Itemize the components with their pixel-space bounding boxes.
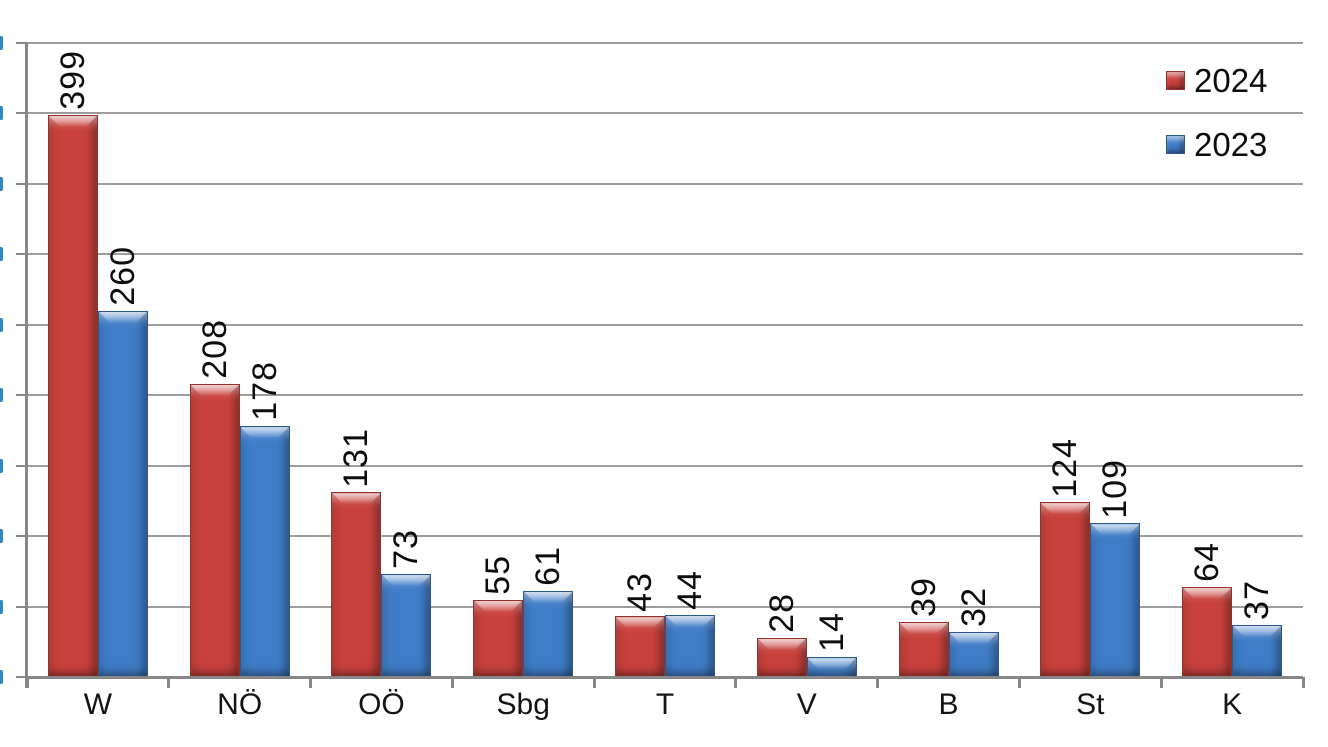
x-axis-label-St: St xyxy=(1076,688,1105,721)
x-axis xyxy=(25,676,1303,679)
x-tick-6 xyxy=(876,677,880,688)
bar-2023-K xyxy=(1232,624,1283,677)
bar-2024-B xyxy=(898,622,949,677)
y-tick-350 xyxy=(16,182,27,185)
value-label-2023-St: 109 xyxy=(1096,458,1135,519)
value-label-2024-K: 64 xyxy=(1188,542,1227,582)
y-axis-label-fragment-0 xyxy=(0,670,3,684)
y-tick-50 xyxy=(16,605,27,608)
x-tick-5 xyxy=(734,677,738,688)
y-tick-150 xyxy=(16,464,27,467)
bar-2023-V xyxy=(806,657,857,677)
x-axis-label-W: W xyxy=(83,688,113,721)
bar-2023-B xyxy=(948,631,999,677)
value-label-2023-Sbg: 61 xyxy=(529,546,568,587)
y-axis-label-fragment-400 xyxy=(0,106,3,121)
gridline-250 xyxy=(27,323,1303,326)
bar-2024-K xyxy=(1182,586,1233,677)
y-axis-label-fragment-200 xyxy=(0,388,3,403)
gridline-450 xyxy=(27,42,1303,44)
y-tick-450 xyxy=(16,42,27,44)
x-tick-2 xyxy=(309,677,313,688)
bar-2024-St xyxy=(1040,502,1091,677)
gridline-100 xyxy=(27,535,1303,538)
legend-swatch-2023 xyxy=(1166,135,1185,154)
value-label-2024-B: 39 xyxy=(904,577,943,618)
gridline-400 xyxy=(27,112,1303,115)
bar-2024-T xyxy=(615,616,665,677)
y-axis-label-fragment-250 xyxy=(0,317,3,332)
y-axis xyxy=(25,43,28,688)
gridline-350 xyxy=(27,182,1303,185)
value-label-2023-W: 260 xyxy=(103,245,142,306)
gridline-50 xyxy=(27,605,1303,608)
bar-2023-St xyxy=(1090,523,1141,677)
y-axis-label-fragment-150 xyxy=(0,458,3,473)
bar-2024-Sbg xyxy=(473,599,524,677)
value-label-2024-NÖ: 208 xyxy=(195,319,234,379)
bar-2023-NÖ xyxy=(239,426,290,677)
value-label-2023-V: 14 xyxy=(812,612,851,653)
bar-2024-W xyxy=(47,114,98,677)
y-axis-label-fragment-50 xyxy=(0,599,3,614)
bar-2023-OÖ xyxy=(381,574,432,677)
value-label-2024-W: 399 xyxy=(53,50,92,110)
value-label-2023-B: 32 xyxy=(954,587,993,627)
x-axis-label-OÖ: OÖ xyxy=(358,688,405,721)
x-axis-label-V: V xyxy=(796,688,817,721)
value-label-2023-OÖ: 73 xyxy=(387,529,426,570)
gridline-300 xyxy=(27,253,1303,256)
y-axis-label-fragment-300 xyxy=(0,247,3,262)
x-axis-label-NÖ: NÖ xyxy=(217,688,263,721)
y-axis-label-fragment-350 xyxy=(0,176,3,191)
y-tick-0 xyxy=(16,676,27,678)
value-label-2023-NÖ: 178 xyxy=(245,361,284,422)
bar-2023-Sbg xyxy=(523,591,574,677)
bar-2024-NÖ xyxy=(189,383,240,677)
y-tick-100 xyxy=(16,535,27,538)
x-tick-7 xyxy=(1017,677,1021,688)
x-tick-1 xyxy=(167,677,171,688)
bar-2024-OÖ xyxy=(331,492,382,677)
value-label-2024-Sbg: 55 xyxy=(479,554,518,595)
value-label-2024-St: 124 xyxy=(1046,437,1085,498)
value-label-2024-V: 28 xyxy=(762,592,801,633)
bar-2023-T xyxy=(665,615,715,677)
gridline-200 xyxy=(27,394,1303,397)
y-axis-label-fragment-100 xyxy=(0,529,3,544)
y-tick-250 xyxy=(16,323,27,326)
x-axis-label-T: T xyxy=(655,688,675,721)
x-tick-0 xyxy=(25,677,29,688)
x-tick-4 xyxy=(592,677,596,688)
legend-label-2023: 2023 xyxy=(1194,126,1268,163)
bar-2023-W xyxy=(97,310,148,677)
y-tick-200 xyxy=(16,394,27,397)
value-label-2023-T: 44 xyxy=(671,570,709,611)
value-label-2023-K: 37 xyxy=(1238,580,1277,620)
x-axis-label-K: K xyxy=(1222,688,1243,721)
y-axis-label-fragment-450 xyxy=(0,36,3,50)
x-tick-9 xyxy=(1301,677,1305,688)
legend-item-2023: 2023 xyxy=(1166,128,1267,161)
y-tick-300 xyxy=(16,253,27,256)
value-label-2024-OÖ: 131 xyxy=(337,427,376,488)
gridline-150 xyxy=(27,464,1303,467)
y-tick-400 xyxy=(16,112,27,115)
x-axis-label-Sbg: Sbg xyxy=(496,688,550,721)
x-axis-label-B: B xyxy=(938,688,959,721)
value-label-2024-T: 43 xyxy=(621,571,659,612)
legend-label-2024: 2024 xyxy=(1194,62,1268,99)
bar-2024-V xyxy=(756,637,807,677)
legend-swatch-2024 xyxy=(1166,71,1185,90)
x-tick-3 xyxy=(450,677,454,688)
legend-item-2024: 2024 xyxy=(1166,64,1267,97)
x-tick-8 xyxy=(1159,677,1163,688)
